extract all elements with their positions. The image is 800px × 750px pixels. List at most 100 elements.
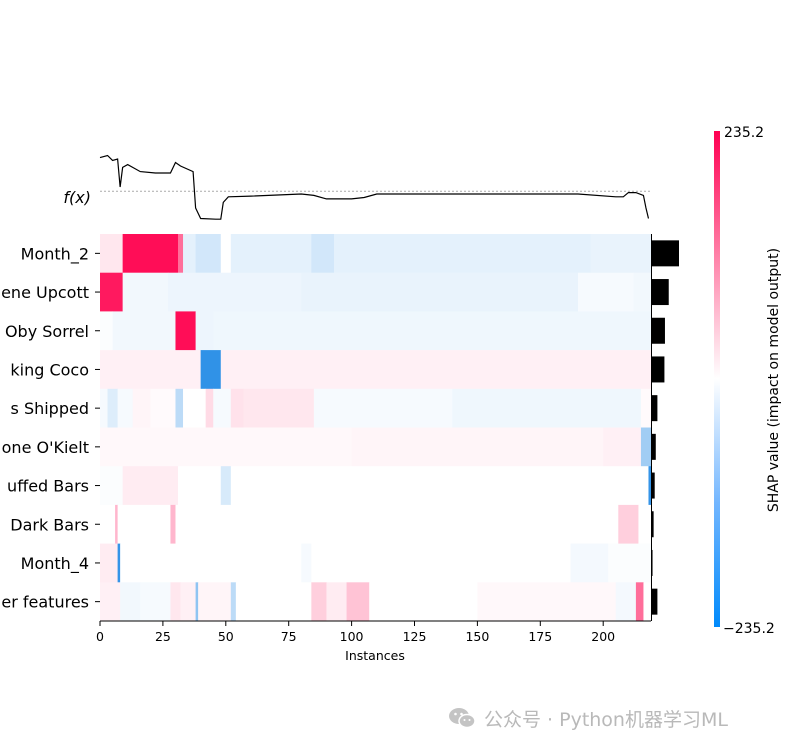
heatmap-cell (346, 582, 370, 622)
heatmap-cell (213, 388, 232, 428)
fx-panel: f(x) (63, 154, 651, 220)
heatmap-row-3 (100, 350, 652, 390)
importance-bar (652, 279, 669, 306)
heatmap-cell (326, 582, 347, 622)
heatmap-cell (640, 427, 652, 467)
heatmap-cell (351, 427, 604, 467)
feature-label: er features (1, 593, 89, 612)
feature-label: Month_2 (21, 244, 89, 264)
heatmap-cell (243, 388, 315, 428)
importance-bar (652, 511, 654, 538)
heatmap-cell (175, 388, 184, 428)
heatmap-cell (100, 311, 113, 351)
heatmap-cell (132, 388, 151, 428)
feature-label: one O'Kielt (2, 438, 89, 457)
heatmap-cell (638, 504, 652, 544)
colorbar: 235.2 −235.2 SHAP value (impact on model… (714, 125, 782, 637)
importance-bar (652, 395, 658, 422)
heatmap-cell (183, 388, 207, 428)
importance-bar (652, 433, 656, 460)
heatmap-cell (220, 350, 652, 390)
heatmap-cell (180, 582, 197, 622)
importance-bar (652, 588, 658, 615)
heatmap-cell (100, 582, 121, 622)
heatmap-cell (122, 272, 169, 312)
heatmap-cell (117, 388, 134, 428)
heatmap-cell (608, 543, 652, 583)
heatmap-cell (112, 311, 176, 351)
heatmap-cell (150, 388, 176, 428)
heatmap-cell (167, 272, 302, 312)
heatmap-cell (570, 543, 609, 583)
importance-bar (652, 240, 679, 267)
heatmap-cell (643, 582, 652, 622)
heatmap-cell (578, 272, 634, 312)
x-tick-label: 50 (218, 629, 234, 644)
x-axis: 0 25 50 75 100 125 150 175 200 Instances (96, 620, 651, 663)
x-tick-label: 75 (281, 629, 297, 644)
x-tick-label: 125 (403, 629, 427, 644)
heatmap-cell (640, 388, 652, 428)
heatmap-row-6 (100, 466, 652, 506)
heatmap-cell (178, 234, 184, 274)
heatmap-cell (618, 504, 639, 544)
heatmap-cell (648, 466, 652, 506)
heatmap-cell (175, 311, 197, 351)
heatmap-cell (230, 234, 312, 274)
heatmap-cell (615, 582, 637, 622)
fx-curve (99, 154, 650, 220)
heatmap-row-5 (100, 427, 652, 467)
wechat-icon (448, 707, 476, 729)
heatmap-cell (195, 582, 199, 622)
feature-label: uffed Bars (7, 477, 89, 496)
heatmap-cell (100, 350, 202, 390)
heatmap-cell (122, 234, 179, 274)
heatmap-cell (590, 234, 652, 274)
heatmap-cell (195, 311, 214, 351)
importance-bar (652, 356, 665, 383)
feature-label: Dark Bars (10, 515, 89, 534)
importance-bar (652, 472, 655, 499)
x-tick-label: 0 (96, 629, 104, 644)
x-axis-label: Instances (345, 648, 405, 663)
heatmap-cell (603, 427, 642, 467)
heatmap-cell (107, 388, 119, 428)
heatmap-cell (213, 311, 652, 351)
x-tick-label: 175 (528, 629, 552, 644)
heatmap-cells (100, 234, 652, 622)
heatmap-cell (117, 543, 121, 583)
heatmap-cell (205, 388, 214, 428)
x-tick-label: 200 (591, 629, 615, 644)
heatmap-cell (220, 466, 232, 506)
heatmap-row-7 (100, 504, 652, 544)
heatmap-cell (117, 504, 171, 544)
heatmap-cell (333, 234, 592, 274)
heatmap-cell (183, 234, 197, 274)
importance-bar (652, 549, 653, 576)
heatmap-cell (100, 272, 124, 312)
feature-label: king Coco (10, 360, 89, 379)
heatmap-row-8 (100, 543, 652, 583)
colorbar-max-label: 235.2 (724, 125, 764, 141)
feature-label: ene Upcott (1, 283, 89, 302)
x-tick-label: 25 (155, 629, 171, 644)
heatmap-cell (220, 234, 232, 274)
heatmap-cell (311, 543, 571, 583)
heatmap-cell (230, 582, 237, 622)
heatmap-cell (175, 504, 619, 544)
heatmap-cell (200, 350, 222, 390)
heatmap-cell (115, 504, 119, 544)
heatmap-cell (230, 466, 649, 506)
feature-label: Month_4 (21, 554, 89, 574)
heatmap-cell (170, 504, 176, 544)
heatmap-cell (311, 582, 327, 622)
heatmap-cell (452, 388, 642, 428)
heatmap-cell (635, 582, 644, 622)
watermark: 公众号 · Python机器学习ML (448, 706, 728, 731)
heatmap-cell (198, 582, 232, 622)
heatmap-cell (178, 466, 222, 506)
x-tick-label: 100 (340, 629, 364, 644)
heatmap-cell (140, 582, 171, 622)
heatmap-cell (120, 582, 141, 622)
